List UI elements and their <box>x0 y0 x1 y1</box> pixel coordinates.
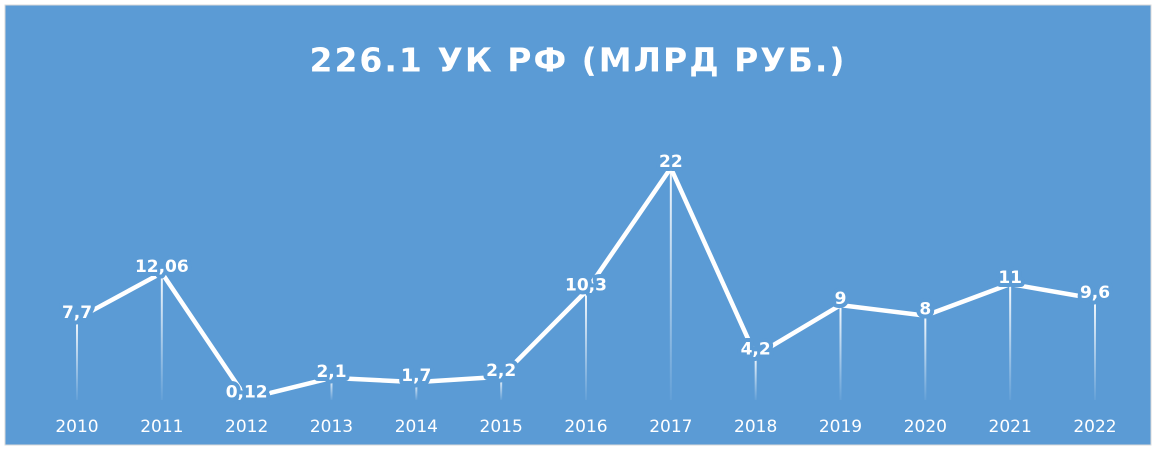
x-tick-label: 2019 <box>819 417 862 437</box>
x-tick-label: 2017 <box>649 417 692 437</box>
data-label: 8 <box>919 300 931 320</box>
data-label: 2,2 <box>486 361 516 381</box>
data-label: 0,12 <box>226 383 268 403</box>
drop-line <box>839 305 842 400</box>
data-label: 9,6 <box>1080 283 1110 303</box>
drop-line <box>754 355 757 400</box>
drop-line <box>924 315 927 400</box>
drop-line <box>330 377 333 400</box>
x-tick-label: 2016 <box>564 417 607 437</box>
data-label: 11 <box>998 268 1022 288</box>
data-label: 12,06 <box>135 257 189 277</box>
x-tick-label: 2022 <box>1073 417 1116 437</box>
drop-line <box>415 382 418 400</box>
drop-line <box>1094 298 1096 400</box>
chart-background <box>4 4 1152 446</box>
x-tick-label: 2018 <box>734 417 777 437</box>
x-tick-label: 2011 <box>140 417 183 437</box>
data-label: 7,7 <box>62 303 92 323</box>
data-label: 10,3 <box>565 275 607 295</box>
data-label: 2,1 <box>316 362 346 382</box>
drop-line <box>500 376 503 400</box>
data-label: 1,7 <box>401 366 431 386</box>
drop-line <box>1009 284 1012 400</box>
drop-line <box>585 291 587 400</box>
x-tick-label: 2014 <box>395 417 438 437</box>
x-tick-label: 2010 <box>55 417 98 437</box>
data-line <box>75 165 1096 401</box>
x-tick-label: 2020 <box>904 417 947 437</box>
drop-line <box>669 168 672 400</box>
drop-line <box>76 318 78 400</box>
data-label: 9 <box>835 289 847 309</box>
x-tick-label: 2013 <box>310 417 353 437</box>
x-tick-label: 2015 <box>480 417 523 437</box>
chart-title: 226.1 УК РФ (МЛРД РУБ.) <box>310 41 847 80</box>
data-label: 22 <box>659 152 683 172</box>
drop-line <box>160 272 163 400</box>
x-tick-label: 2021 <box>989 417 1032 437</box>
data-label: 4,2 <box>741 340 771 360</box>
x-tick-label: 2012 <box>225 417 268 437</box>
